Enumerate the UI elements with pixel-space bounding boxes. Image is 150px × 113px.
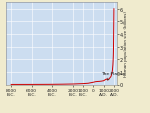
Text: The Plague: The Plague [100, 71, 125, 80]
Y-axis label: Human population size (billions): Human population size (billions) [124, 11, 128, 77]
